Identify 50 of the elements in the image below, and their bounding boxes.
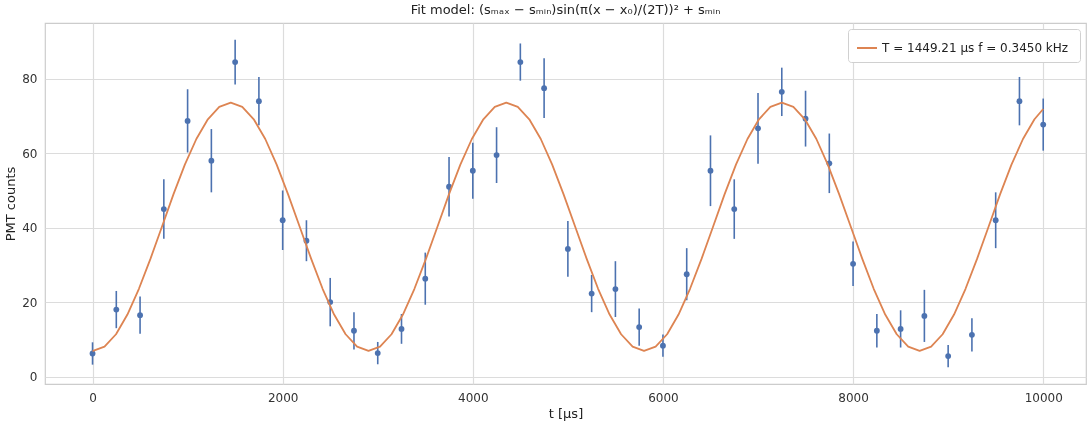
point [683, 271, 690, 278]
point [137, 312, 143, 319]
point [279, 217, 286, 224]
point [731, 206, 738, 212]
x-tick-label: 0 [89, 390, 97, 405]
point [850, 260, 856, 267]
y-tick-label: 80 [22, 72, 38, 87]
x-tick-label: 10000 [1024, 390, 1063, 405]
point [921, 312, 928, 319]
point [374, 350, 381, 357]
y-tick-label: 0 [29, 370, 38, 385]
chart-title: Fit model: (sₘₐₓ − sₘᵢₙ)sin(π(x − x₀)/(2T))² + sₘᵢₙ [410, 2, 721, 17]
point [398, 326, 405, 332]
point [897, 326, 904, 332]
point [113, 306, 120, 313]
y-tick-label: 40 [22, 221, 38, 236]
x-tick-label: 6000 [648, 390, 679, 405]
point [778, 88, 785, 95]
point [1040, 121, 1047, 128]
point [469, 167, 476, 174]
x-tick-label: 4000 [458, 390, 489, 405]
point [873, 327, 880, 334]
point [660, 342, 666, 349]
x-axis-title: t [μs] [548, 405, 584, 421]
point [232, 59, 239, 65]
point [588, 290, 595, 297]
point [160, 206, 167, 212]
x-tick-label: 8000 [838, 390, 869, 405]
y-axis-title: PMT counts [3, 166, 19, 242]
point [184, 117, 191, 124]
point [517, 59, 524, 65]
point [612, 286, 619, 293]
point [351, 327, 357, 334]
point [755, 125, 761, 132]
point [707, 167, 714, 174]
point [969, 331, 975, 338]
point [564, 245, 571, 252]
point [1016, 98, 1023, 105]
point [255, 98, 262, 105]
point [208, 157, 215, 164]
point [541, 85, 548, 92]
x-tick-label: 2000 [267, 390, 299, 405]
point [493, 152, 500, 159]
y-tick-label: 60 [22, 146, 38, 161]
legend-label: T = 1449.21 μs f = 0.3450 kHz [881, 41, 1069, 55]
y-tick-label: 20 [22, 295, 38, 310]
point [422, 275, 429, 282]
point [992, 217, 999, 224]
point [636, 324, 643, 330]
point [945, 353, 952, 359]
